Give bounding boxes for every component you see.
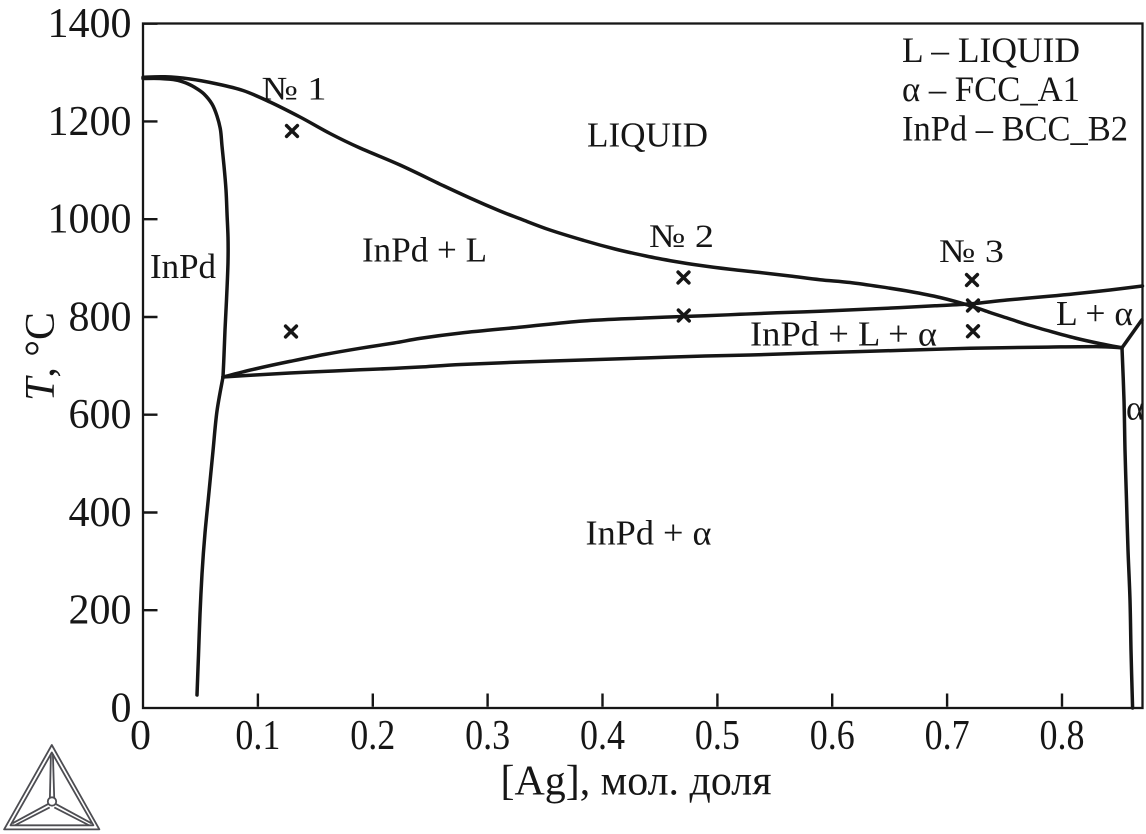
svg-text:0.5: 0.5 — [695, 713, 740, 759]
svg-text:α – FCC_A1: α – FCC_A1 — [902, 69, 1080, 109]
svg-text:600: 600 — [69, 392, 132, 438]
svg-text:№ 3: № 3 — [939, 234, 1004, 270]
svg-text:[Ag], мол. доля: [Ag], мол. доля — [501, 758, 772, 804]
svg-text:T, °C: T, °C — [18, 312, 64, 401]
svg-text:800: 800 — [69, 294, 132, 340]
svg-text:0.3: 0.3 — [465, 713, 510, 759]
svg-text:1400: 1400 — [48, 1, 132, 47]
svg-text:200: 200 — [69, 588, 132, 634]
svg-text:α: α — [1126, 389, 1144, 428]
svg-text:0.6: 0.6 — [810, 713, 855, 759]
svg-text:InPd: InPd — [150, 247, 216, 286]
svg-text:L + α: L + α — [1056, 294, 1133, 333]
svg-text:0.7: 0.7 — [925, 713, 970, 759]
svg-text:0.8: 0.8 — [1040, 713, 1085, 759]
svg-text:0.4: 0.4 — [580, 713, 625, 759]
svg-text:InPd + L: InPd + L — [362, 231, 487, 270]
svg-text:InPd – BCC_B2: InPd – BCC_B2 — [902, 109, 1128, 149]
svg-text:№ 2: № 2 — [649, 219, 714, 255]
svg-text:0.1: 0.1 — [235, 713, 280, 759]
svg-text:L – LIQUID: L – LIQUID — [902, 30, 1080, 70]
svg-text:0: 0 — [111, 686, 132, 732]
svg-text:№ 1: № 1 — [262, 72, 327, 108]
svg-text:LIQUID: LIQUID — [587, 116, 708, 155]
svg-text:InPd + α: InPd + α — [586, 514, 712, 553]
svg-text:0.2: 0.2 — [350, 713, 395, 759]
svg-text:InPd + L + α: InPd + L + α — [750, 314, 937, 353]
svg-text:1200: 1200 — [48, 99, 132, 145]
svg-text:0: 0 — [130, 713, 151, 759]
svg-text:1000: 1000 — [48, 197, 132, 243]
svg-text:400: 400 — [69, 490, 132, 536]
